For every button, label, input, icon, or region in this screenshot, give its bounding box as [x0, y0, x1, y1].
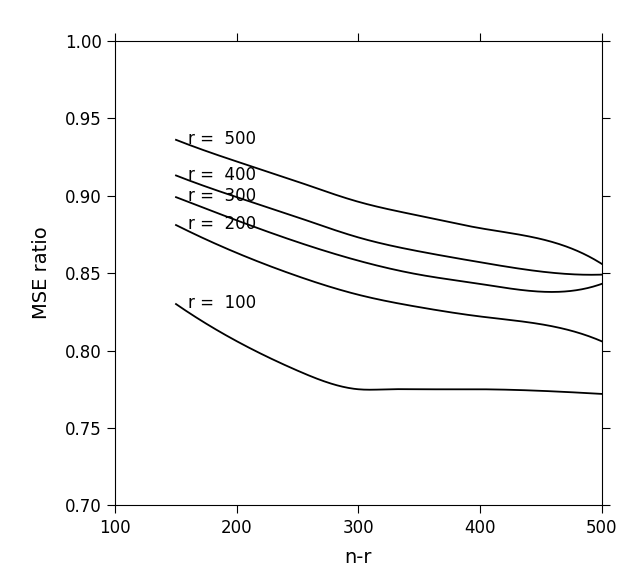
Text: r =  300: r = 300 — [188, 188, 256, 205]
Text: r =  500: r = 500 — [188, 130, 256, 148]
X-axis label: n-r: n-r — [345, 548, 372, 567]
Text: r =  200: r = 200 — [188, 216, 256, 233]
Y-axis label: MSE ratio: MSE ratio — [32, 227, 51, 320]
Text: r =  400: r = 400 — [188, 166, 256, 184]
Text: r =  100: r = 100 — [188, 295, 256, 312]
